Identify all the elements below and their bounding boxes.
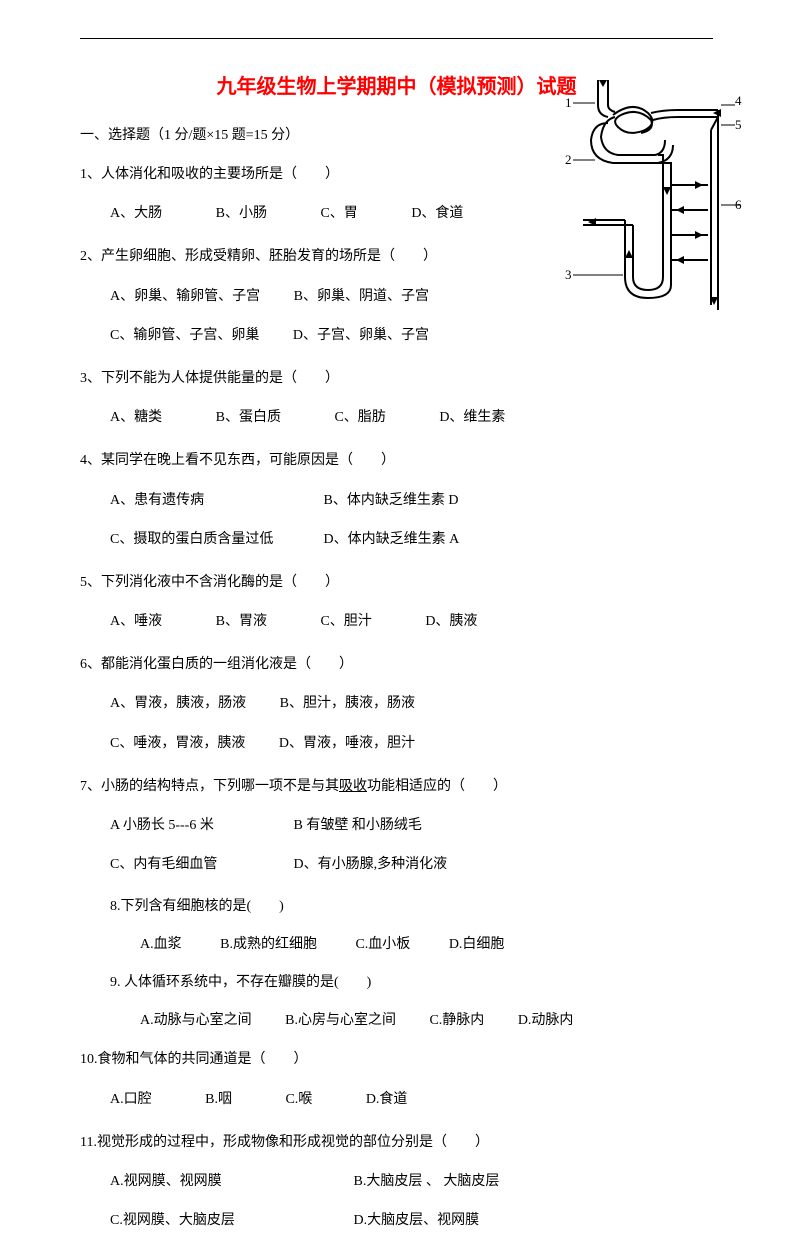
q4-opt-a: A、患有遗传病 [110,488,320,513]
q10-stem: 10.食物和气体的共同通道是（ ） [80,1047,713,1072]
q7-opt-a: A 小肠长 5---6 米 [110,813,290,838]
question-11: 11.视觉形成的过程中，形成物像和形成视觉的部位分别是（ ） A.视网膜、视网膜… [80,1130,713,1233]
q11-opt-a: A.视网膜、视网膜 [110,1169,350,1194]
q3-opt-b: B、蛋白质 [216,405,281,430]
q9-opt-b: B.心房与心室之间 [285,1009,396,1029]
q8-opt-d: D.白细胞 [449,933,505,953]
question-5: 5、下列消化液中不含消化酶的是（ ） A、唾液 B、胃液 C、胆汁 D、胰液 [80,570,713,634]
question-8: 8.下列含有细胞核的是( ) [80,895,713,915]
q7-opt-b: B 有皱壁 和小肠绒毛 [294,818,422,833]
q8-opt-b: B.成熟的红细胞 [220,933,317,953]
diagram-label-5: 5 [735,117,742,132]
q10-opt-b: B.咽 [205,1087,232,1112]
q5-opt-a: A、唾液 [110,609,162,634]
q11-opt-b: B.大脑皮层 、 大脑皮层 [354,1174,500,1189]
q8-opt-c: C.血小板 [355,933,410,953]
question-3: 3、下列不能为人体提供能量的是（ ） A、糖类 B、蛋白质 C、脂肪 D、维生素 [80,366,713,430]
q4-opt-b: B、体内缺乏维生素 D [324,493,459,508]
diagram-label-1: 1 [565,95,572,110]
nephron-diagram: 1 2 3 4 5 6 [563,75,743,355]
q7-stem: 7、小肠的结构特点，下列哪一项不是与其吸收功能相适应的（ ） [80,774,713,799]
q11-stem: 11.视觉形成的过程中，形成物像和形成视觉的部位分别是（ ） [80,1130,713,1155]
q9-opt-a: A.动脉与心室之间 [140,1009,252,1029]
question-9: 9. 人体循环系统中，不存在瓣膜的是( ) [80,971,713,991]
q3-stem: 3、下列不能为人体提供能量的是（ ） [80,366,713,391]
q3-opt-c: C、脂肪 [334,405,385,430]
q10-opt-a: A.口腔 [110,1087,152,1112]
q9-stem: 9. 人体循环系统中，不存在瓣膜的是( ) [110,971,713,991]
diagram-label-2: 2 [565,152,572,167]
q2-opt-b: B、卵巢、阴道、子宫 [294,284,429,309]
q1-opt-b: B、小肠 [216,201,267,226]
diagram-label-6: 6 [735,197,742,212]
diagram-label-3: 3 [565,267,572,282]
q7-opt-c: C、内有毛细血管 [110,852,290,877]
q6-opt-a: A、胃液，胰液，肠液 [110,691,246,716]
q4-opt-c: C、摄取的蛋白质含量过低 [110,527,320,552]
q9-opt-c: C.静脉内 [429,1009,484,1029]
q11-opt-c: C.视网膜、大脑皮层 [110,1208,350,1233]
q10-opt-d: D.食道 [366,1087,408,1112]
q10-opt-c: C.喉 [285,1087,312,1112]
q3-opt-d: D、维生素 [439,405,505,430]
q2-opt-a: A、卵巢、输卵管、子宫 [110,284,260,309]
q9-opt-d: D.动脉内 [518,1009,574,1029]
q1-opt-c: C、胃 [320,201,357,226]
q5-opt-d: D、胰液 [425,609,477,634]
question-10: 10.食物和气体的共同通道是（ ） A.口腔 B.咽 C.喉 D.食道 [80,1047,713,1111]
question-6: 6、都能消化蛋白质的一组消化液是（ ） A、胃液，胰液，肠液 B、胆汁，胰液，肠… [80,652,713,756]
q5-opt-c: C、胆汁 [320,609,371,634]
q4-stem: 4、某同学在晚上看不见东西，可能原因是（ ） [80,448,713,473]
q7-opt-d: D、有小肠腺,多种消化液 [294,857,448,872]
q5-stem: 5、下列消化液中不含消化酶的是（ ） [80,570,713,595]
diagram-label-4: 4 [735,93,742,108]
q5-opt-b: B、胃液 [216,609,267,634]
q4-opt-d: D、体内缺乏维生素 A [324,532,460,547]
q3-opt-a: A、糖类 [110,405,162,430]
q11-opt-d: D.大脑皮层、视网膜 [354,1213,480,1228]
q6-opt-d: D、胃液，唾液，胆汁 [279,731,415,756]
q8-stem: 8.下列含有细胞核的是( ) [110,895,713,915]
q8-opt-a: A.血浆 [140,933,182,953]
q2-opt-d: D、子宫、卵巢、子宫 [293,323,429,348]
q1-opt-d: D、食道 [411,201,463,226]
q6-opt-c: C、唾液，胃液，胰液 [110,731,245,756]
q2-opt-c: C、输卵管、子宫、卵巢 [110,323,259,348]
q6-stem: 6、都能消化蛋白质的一组消化液是（ ） [80,652,713,677]
q1-opt-a: A、大肠 [110,201,162,226]
question-4: 4、某同学在晚上看不见东西，可能原因是（ ） A、患有遗传病 B、体内缺乏维生素… [80,448,713,552]
question-7: 7、小肠的结构特点，下列哪一项不是与其吸收功能相适应的（ ） A 小肠长 5--… [80,774,713,878]
q6-opt-b: B、胆汁，胰液，肠液 [280,691,415,716]
page-top-rule [80,38,713,39]
